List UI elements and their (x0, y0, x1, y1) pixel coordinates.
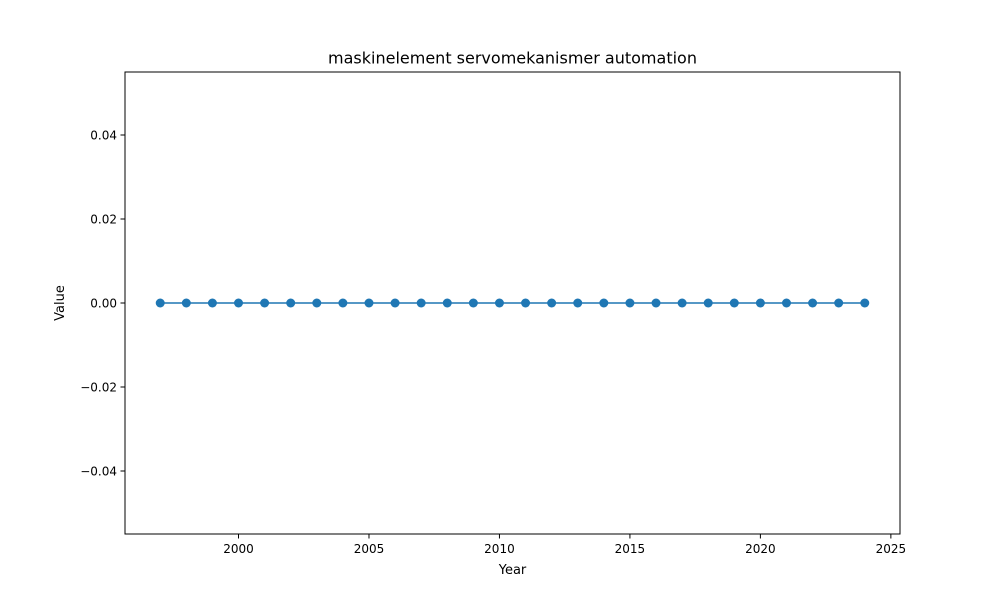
data-point (442, 298, 452, 308)
y-tick-label: −0.02 (80, 381, 117, 395)
data-point (181, 298, 191, 308)
x-tick-label: 2000 (223, 542, 254, 556)
data-point (703, 298, 713, 308)
data-point (521, 298, 531, 308)
data-point (207, 298, 217, 308)
data-point (286, 298, 296, 308)
data-point (808, 298, 818, 308)
data-point (390, 298, 400, 308)
y-axis-label: Value (53, 285, 68, 321)
data-point (625, 298, 635, 308)
x-axis-label: Year (498, 563, 527, 578)
data-point (573, 298, 583, 308)
x-tick-label: 2015 (615, 542, 646, 556)
y-tick-label: 0.00 (90, 297, 117, 311)
x-tick-label: 2020 (745, 542, 776, 556)
data-point (834, 298, 844, 308)
data-point (494, 298, 504, 308)
chart-title: maskinelement servomekanismer automation (328, 49, 697, 68)
data-point (416, 298, 426, 308)
data-point (234, 298, 244, 308)
plot-area-frame (124, 71, 901, 535)
data-point (651, 298, 661, 308)
series-layer (155, 298, 870, 308)
x-tick-label: 2010 (484, 542, 515, 556)
data-point (338, 298, 348, 308)
data-point (312, 298, 322, 308)
data-point (599, 298, 609, 308)
data-point (781, 298, 791, 308)
data-point (364, 298, 374, 308)
y-tick-label: 0.04 (90, 129, 117, 143)
x-tick-label: 2025 (876, 542, 907, 556)
data-point (547, 298, 557, 308)
y-tick-label: 0.02 (90, 213, 117, 227)
data-point (755, 298, 765, 308)
y-tick-label: −0.04 (80, 465, 117, 479)
data-point (677, 298, 687, 308)
x-tick-label: 2005 (354, 542, 385, 556)
ticks-layer: 2000 2005 2010 2015 2020 2025 −0.04 −0.02 0.00 0.… (80, 129, 906, 557)
data-point (468, 298, 478, 308)
data-point (860, 298, 870, 308)
data-point (729, 298, 739, 308)
data-point (155, 298, 165, 308)
data-point (260, 298, 270, 308)
